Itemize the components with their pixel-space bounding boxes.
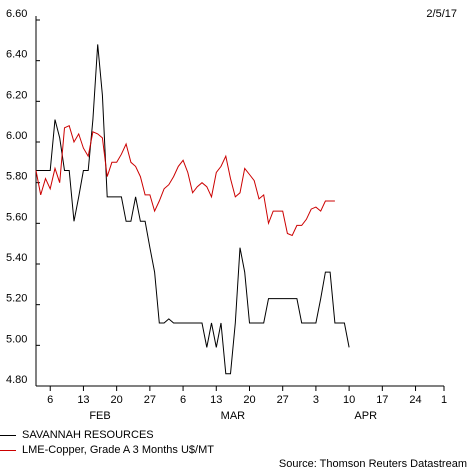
legend-label-savannah: SAVANNAH RESOURCES bbox=[22, 429, 154, 441]
chart-date: 2/5/17 bbox=[426, 8, 457, 20]
x-axis-ticks: 6 13 20 27 6 13 20 27 3 10 17 24 1 bbox=[47, 386, 447, 406]
x-tick-label: 24 bbox=[409, 394, 421, 406]
month-label: FEB bbox=[89, 410, 110, 422]
x-tick-label: 3 bbox=[313, 394, 319, 406]
month-labels: FEB MAR APR bbox=[89, 410, 377, 422]
legend-swatch-copper bbox=[0, 449, 16, 451]
x-tick-label: 13 bbox=[77, 394, 89, 406]
legend-item-copper: LME-Copper, Grade A 3 Months U$/MT bbox=[0, 443, 214, 457]
y-tick-label: 6.60 bbox=[6, 8, 27, 20]
y-tick-label: 5.80 bbox=[6, 171, 27, 183]
x-tick-label: 10 bbox=[343, 394, 355, 406]
y-tick-label: 5.20 bbox=[6, 293, 27, 305]
x-tick-label: 6 bbox=[180, 394, 186, 406]
y-tick-label: 5.40 bbox=[6, 252, 27, 264]
x-tick-label: 27 bbox=[277, 394, 289, 406]
chart-axes bbox=[35, 16, 444, 387]
x-tick-label: 6 bbox=[47, 394, 53, 406]
series-line-savannah bbox=[36, 44, 350, 375]
x-tick-label: 1 bbox=[441, 394, 447, 406]
x-tick-label: 13 bbox=[210, 394, 222, 406]
y-tick-label: 6.20 bbox=[6, 89, 27, 101]
month-label: MAR bbox=[221, 410, 246, 422]
legend-item-savannah: SAVANNAH RESOURCES bbox=[0, 428, 154, 442]
x-tick-label: 17 bbox=[376, 394, 388, 406]
source-note: Source: Thomson Reuters Datastream bbox=[278, 458, 467, 470]
legend-label-copper: LME-Copper, Grade A 3 Months U$/MT bbox=[22, 444, 214, 456]
y-tick-label: 5.00 bbox=[6, 333, 27, 345]
x-tick-label: 27 bbox=[144, 394, 156, 406]
series-line-copper bbox=[35, 125, 335, 237]
x-tick-label: 20 bbox=[243, 394, 255, 406]
y-tick-label: 5.60 bbox=[6, 211, 27, 223]
y-axis-ticks: 4.80 5.00 5.20 5.40 5.60 5.80 6.00 6.20 6.40 6.60 bbox=[6, 8, 40, 387]
y-tick-label: 4.80 bbox=[6, 374, 27, 386]
y-tick-label: 6.00 bbox=[6, 130, 27, 142]
month-label: APR bbox=[354, 410, 377, 422]
legend-swatch-savannah bbox=[0, 434, 16, 436]
series-lines bbox=[35, 44, 350, 375]
x-tick-label: 20 bbox=[111, 394, 123, 406]
y-tick-label: 6.40 bbox=[6, 49, 27, 61]
